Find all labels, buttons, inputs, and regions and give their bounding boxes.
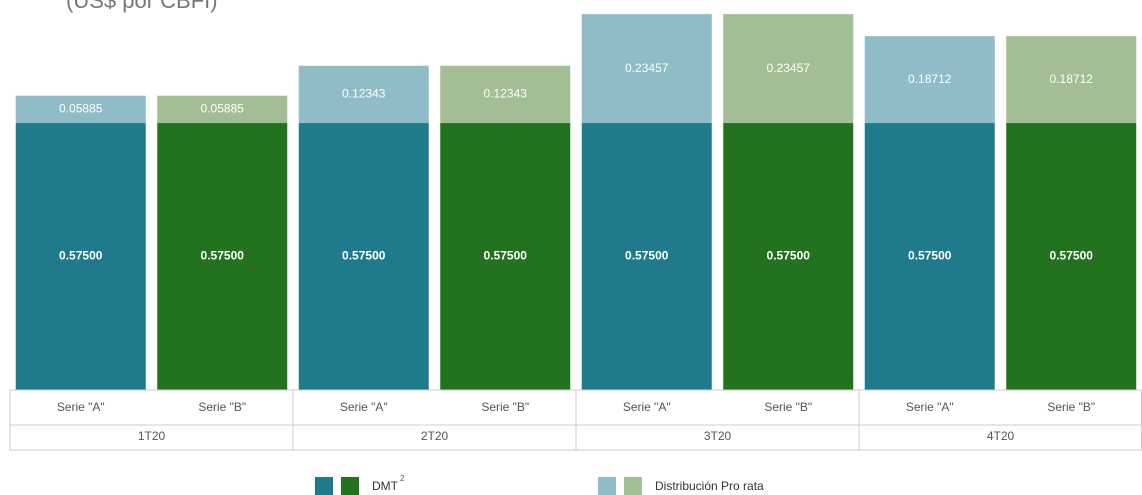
data-label: 0.18712 <box>908 72 952 86</box>
bar-segment <box>157 95 288 124</box>
bar-segment <box>440 65 571 124</box>
data-label: 0.57500 <box>908 249 952 263</box>
chart-title: (US$ por CBFI) <box>66 0 218 13</box>
data-label: 0.57500 <box>484 249 528 263</box>
group-label: 4T20 <box>987 429 1015 443</box>
x-tick-label: Serie "A" <box>906 400 954 414</box>
bar-segment <box>298 123 429 391</box>
data-label: 0.57500 <box>342 249 386 263</box>
legend-superscript: 2 <box>400 474 405 483</box>
data-label: 0.05885 <box>59 102 103 116</box>
x-tick-label: Serie "A" <box>623 400 671 414</box>
legend-swatch <box>315 477 333 495</box>
x-tick-label: Serie "B" <box>764 400 812 414</box>
bar-segment <box>298 65 429 124</box>
data-label: 0.18712 <box>1050 72 1094 86</box>
bar-segment <box>864 123 995 391</box>
group-label: 2T20 <box>421 429 449 443</box>
x-tick-label: Serie "B" <box>1047 400 1095 414</box>
data-label: 0.12343 <box>484 87 528 101</box>
x-tick-label: Serie "B" <box>481 400 529 414</box>
data-label: 0.57500 <box>767 249 811 263</box>
data-label: 0.23457 <box>625 61 669 75</box>
data-label: 0.57500 <box>201 249 245 263</box>
bar-segment <box>581 123 712 391</box>
x-tick-label: Serie "A" <box>57 400 105 414</box>
group-label: 1T20 <box>138 429 166 443</box>
legend-swatch <box>341 477 359 495</box>
bar-segment <box>1006 36 1137 124</box>
legend-label: Distribución Pro rata <box>655 479 764 493</box>
data-label: 0.23457 <box>767 61 811 75</box>
bar-segment <box>15 95 146 124</box>
legend-swatch <box>598 477 616 495</box>
data-label: 0.12343 <box>342 87 386 101</box>
legend-swatch <box>624 477 642 495</box>
bar-segment <box>723 123 854 391</box>
bar-segment <box>864 36 995 124</box>
bar-segment <box>15 123 146 391</box>
bar-segment <box>440 123 571 391</box>
data-label: 0.05885 <box>201 102 245 116</box>
data-label: 0.57500 <box>625 249 669 263</box>
bar-segment <box>1006 123 1137 391</box>
x-tick-label: Serie "B" <box>198 400 246 414</box>
bar-segment <box>157 123 288 391</box>
data-label: 0.57500 <box>59 249 103 263</box>
bar-segment <box>723 14 854 124</box>
x-tick-label: Serie "A" <box>340 400 388 414</box>
group-label: 3T20 <box>704 429 732 443</box>
bar-segment <box>581 14 712 124</box>
data-label: 0.57500 <box>1050 249 1094 263</box>
legend-label: DMT <box>372 479 399 493</box>
